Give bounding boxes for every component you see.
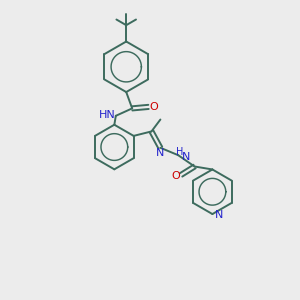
Text: N: N — [182, 152, 190, 162]
Text: N: N — [156, 148, 165, 158]
Text: O: O — [149, 102, 158, 112]
Text: H: H — [176, 147, 184, 157]
Text: N: N — [215, 210, 223, 220]
Text: HN: HN — [99, 110, 116, 120]
Text: O: O — [172, 171, 180, 181]
